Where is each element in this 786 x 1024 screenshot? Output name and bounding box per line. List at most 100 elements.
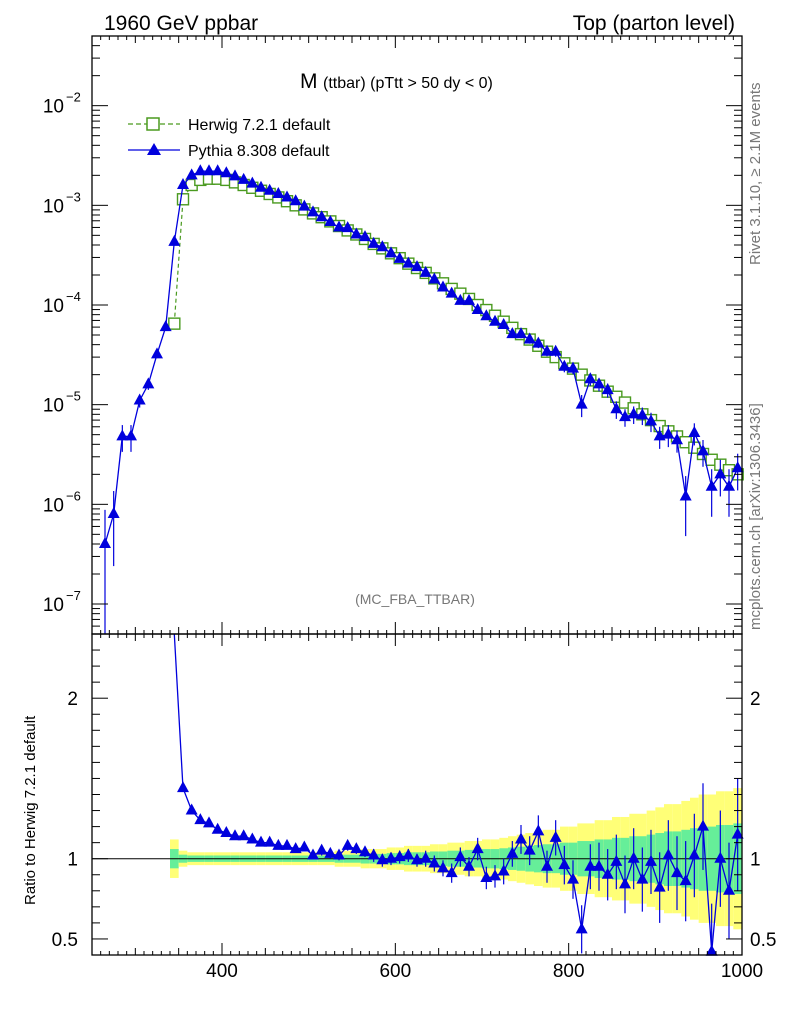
- ratio-pythia-point: [506, 846, 519, 858]
- x-tick-label: 800: [553, 961, 585, 982]
- ratio-series-layer: [173, 633, 744, 956]
- ratio-pythia-point: [584, 859, 597, 871]
- herwig-point: [176, 193, 190, 206]
- ratio-pythia-point: [593, 859, 605, 871]
- pythia-point: [341, 221, 354, 233]
- ratio-pythia-point: [688, 848, 701, 860]
- pythia-point: [688, 425, 701, 437]
- ratio-pythia-point: [255, 835, 267, 847]
- ratio-pythia-point: [558, 858, 571, 870]
- ratio-pythia-point: [619, 877, 631, 889]
- pythia-point: [584, 372, 597, 384]
- ratio-pythia-point: [393, 850, 406, 862]
- main-y-tick-exponent: −2: [66, 90, 81, 105]
- ratio-pythia-point: [333, 848, 345, 860]
- ratio-pythia-point: [298, 840, 311, 852]
- ratio-pythia-point: [341, 838, 354, 850]
- pythia-point: [125, 429, 137, 441]
- ratio-pythia-point: [307, 848, 319, 860]
- main-y-tick-label: 10: [43, 196, 64, 217]
- ratio-pythia-point: [532, 824, 545, 836]
- pythia-point: [619, 410, 631, 422]
- pythia-point: [480, 309, 493, 321]
- pythia-point: [315, 210, 328, 222]
- pythia-point: [506, 327, 519, 339]
- legend-herwig-marker: [146, 117, 160, 131]
- ratio-pythia-point: [237, 829, 250, 841]
- ratio-pythia-point: [272, 838, 285, 850]
- main-y-tick-label: 10: [43, 595, 64, 616]
- ratio-pythia-point: [203, 816, 215, 828]
- pythia-point: [151, 347, 163, 359]
- pythia-point: [272, 186, 285, 198]
- pythia-point: [523, 332, 536, 344]
- pythia-point: [333, 220, 345, 232]
- pythia-point: [610, 402, 623, 414]
- pythia-point: [237, 172, 250, 184]
- pythia-line: [104, 170, 739, 545]
- ratio-pythia-point: [731, 827, 744, 839]
- ratio-pythia-point: [575, 922, 588, 934]
- pythia-point: [445, 286, 458, 298]
- ratio-pythia-point: [471, 842, 484, 854]
- ratio-pythia-point: [445, 866, 458, 878]
- pythia-point: [307, 205, 319, 217]
- ratio-pythia-point: [679, 874, 692, 886]
- ratio-pythia-point: [671, 866, 683, 878]
- ratio-pythia-point: [515, 832, 527, 844]
- pythia-point: [385, 246, 397, 258]
- ratio-pythia-point: [567, 872, 579, 884]
- x-tick-label: 600: [379, 961, 411, 982]
- ratio-y-tick-label: 2: [67, 689, 78, 710]
- pythia-point: [229, 169, 241, 181]
- pythia-point: [159, 320, 172, 332]
- pythia-point: [402, 256, 415, 268]
- pythia-point: [419, 265, 432, 277]
- mcplots-label: mcplots.cern.ch [arXiv:1306.3436]: [747, 403, 764, 630]
- main-y-tick-exponent: −3: [66, 189, 81, 204]
- pythia-point: [627, 407, 640, 419]
- ratio-pythia-point: [385, 851, 397, 863]
- ratio-pythia-point: [411, 853, 423, 865]
- analysis-tag: (MC_FBA_TTBAR): [355, 591, 475, 607]
- pythia-point: [324, 215, 337, 227]
- ratio-pythia-point: [194, 813, 207, 825]
- pythia-point: [298, 199, 311, 211]
- pythia-point: [645, 414, 657, 426]
- main-y-tick-exponent: −7: [66, 588, 81, 603]
- pythia-point: [731, 461, 744, 473]
- herwig-point: [168, 317, 181, 330]
- pythia-point: [723, 479, 735, 491]
- pythia-point: [714, 467, 727, 479]
- pythia-point: [116, 429, 129, 441]
- main-y-tick-exponent: −6: [66, 488, 81, 503]
- pythia-point: [567, 361, 579, 373]
- pythia-point: [497, 317, 510, 329]
- pythia-point: [593, 377, 605, 389]
- legend-pythia-label: Pythia 8.308 default: [188, 143, 330, 160]
- ratio-y-tick-label: 1: [67, 850, 78, 871]
- ratio-pythia-point: [419, 851, 432, 863]
- pythia-point: [393, 251, 406, 263]
- pythia-point: [168, 234, 181, 246]
- ratio-y-tick-label-right: 0.5: [750, 930, 776, 951]
- ratio-frame: [91, 633, 743, 956]
- pythia-point: [203, 164, 215, 176]
- pythia-point: [359, 230, 371, 242]
- ratio-pythia-point: [489, 869, 501, 881]
- pythia-point: [350, 227, 363, 239]
- herwig-line: [173, 178, 738, 475]
- ratio-pythia-point: [610, 854, 623, 866]
- pythia-point: [263, 183, 276, 195]
- pythia-point: [532, 336, 545, 348]
- ratio-pythia-point: [497, 864, 510, 876]
- pythia-point: [142, 377, 155, 389]
- main-y-tick-exponent: −5: [66, 389, 81, 404]
- pythia-point: [281, 190, 293, 202]
- pythia-point: [489, 314, 501, 326]
- ratio-pythia-point: [220, 826, 233, 838]
- pythia-point: [558, 359, 571, 371]
- pythia-point: [220, 166, 233, 178]
